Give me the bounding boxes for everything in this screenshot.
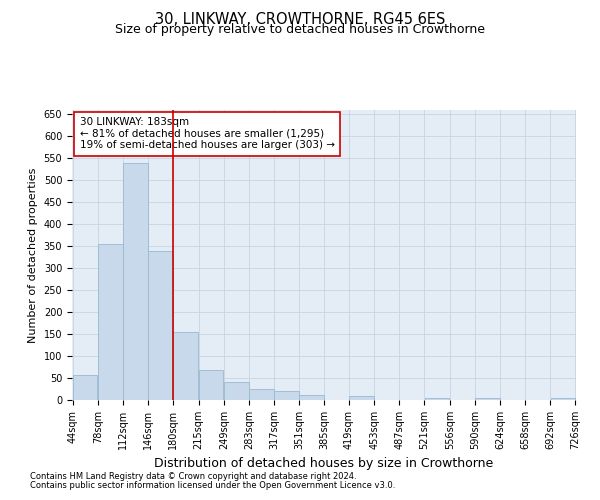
Text: Size of property relative to detached houses in Crowthorne: Size of property relative to detached ho… (115, 22, 485, 36)
Text: 30, LINKWAY, CROWTHORNE, RG45 6ES: 30, LINKWAY, CROWTHORNE, RG45 6ES (155, 12, 445, 28)
Bar (425, 398, 449, 400)
Text: Contains HM Land Registry data © Crown copyright and database right 2024.: Contains HM Land Registry data © Crown c… (30, 472, 356, 481)
X-axis label: Distribution of detached houses by size in Crowthorne: Distribution of detached houses by size … (154, 458, 494, 470)
Bar (475, 398, 500, 400)
Y-axis label: Number of detached properties: Number of detached properties (28, 168, 38, 342)
Bar (551, 398, 575, 400)
Bar (299, 395, 324, 400)
Bar (199, 370, 223, 400)
Bar (224, 382, 248, 400)
Bar (349, 396, 374, 400)
Bar (123, 163, 148, 400)
Text: Contains public sector information licensed under the Open Government Licence v3: Contains public sector information licen… (30, 481, 395, 490)
Bar (98, 244, 122, 400)
Text: 30 LINKWAY: 183sqm
← 81% of detached houses are smaller (1,295)
19% of semi-deta: 30 LINKWAY: 183sqm ← 81% of detached hou… (80, 117, 335, 150)
Bar (73, 375, 97, 400)
Bar (173, 332, 198, 400)
Bar (274, 391, 299, 400)
Bar (148, 252, 173, 400)
Bar (249, 389, 274, 400)
